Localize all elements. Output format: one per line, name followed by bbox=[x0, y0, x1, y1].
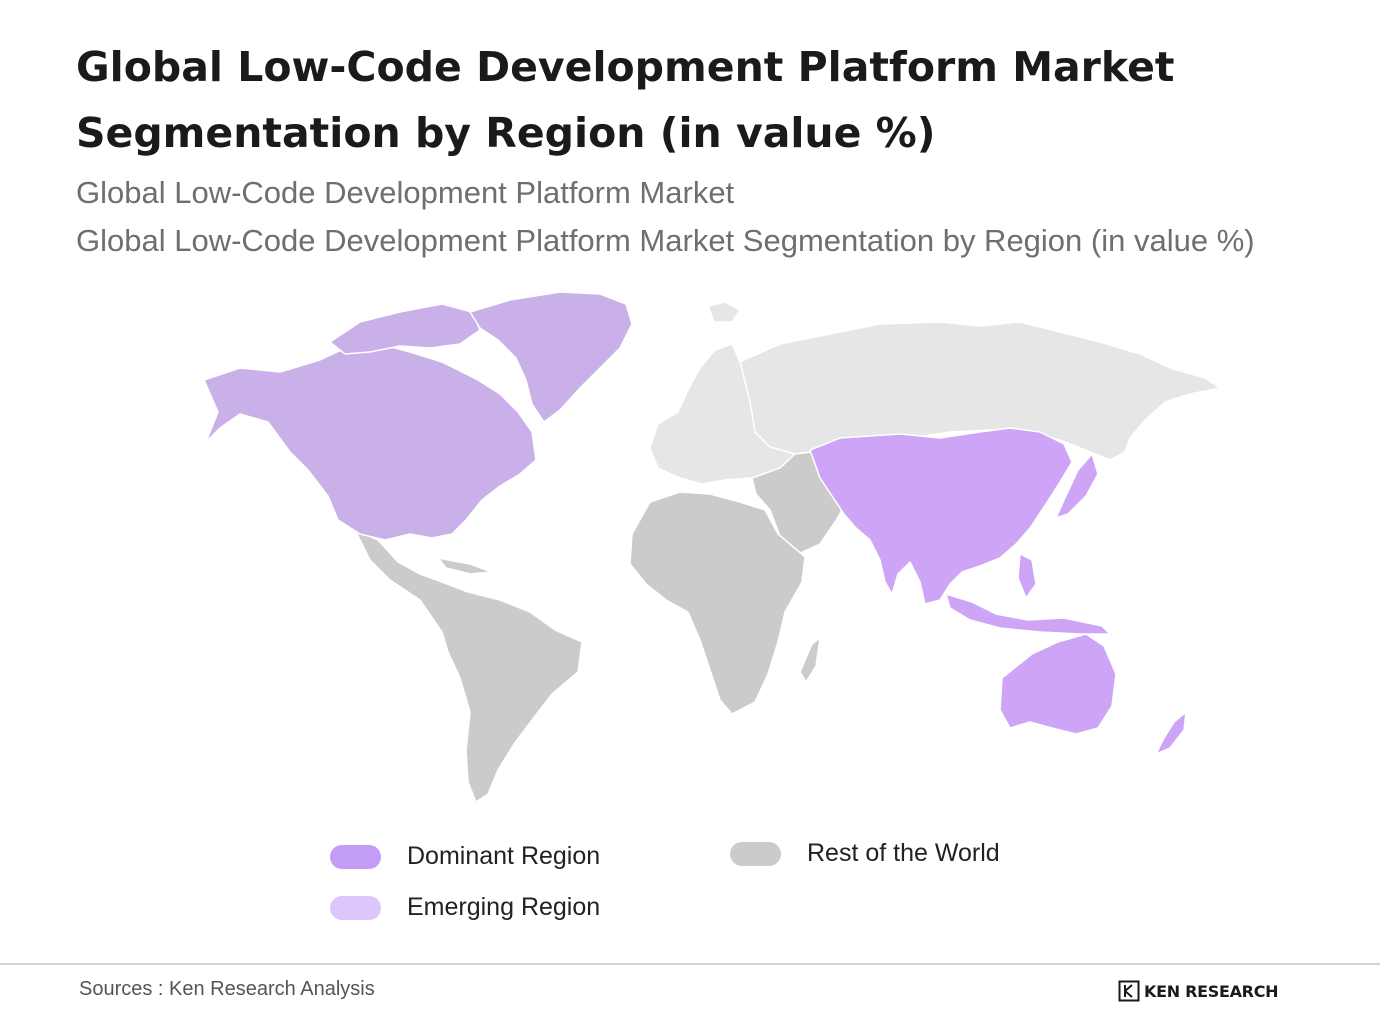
region-africa bbox=[629, 491, 806, 715]
region-australia bbox=[999, 633, 1117, 735]
region-indonesia bbox=[945, 593, 1111, 635]
region-japan bbox=[1055, 453, 1099, 519]
footer-divider bbox=[0, 963, 1380, 965]
ken-research-logo bbox=[1118, 980, 1140, 1002]
region-iceland bbox=[707, 301, 741, 323]
legend-dominant: Dominant Region bbox=[330, 842, 600, 871]
legend-rest-label: Rest of the World bbox=[807, 839, 1000, 867]
brand-name: KEN RESEARCH bbox=[1144, 981, 1279, 1001]
subtitle-market: Global Low-Code Development Platform Mar… bbox=[76, 175, 735, 210]
world-map bbox=[203, 291, 1221, 803]
brand: KEN RESEARCH bbox=[1118, 980, 1279, 1002]
legend-dominant-label: Dominant Region bbox=[407, 842, 601, 870]
region-philippines bbox=[1017, 553, 1037, 599]
legend-rest-swatch bbox=[730, 841, 781, 866]
legend-dominant-swatch bbox=[330, 844, 381, 869]
region-new-zealand bbox=[1155, 711, 1187, 755]
region-arctic-islands bbox=[329, 303, 481, 355]
region-greenland bbox=[469, 291, 633, 423]
region-madagascar bbox=[799, 637, 821, 683]
page-title: Global Low-Code Development Platform Mar… bbox=[76, 43, 1175, 157]
legend-rest: Rest of the World bbox=[730, 839, 1000, 868]
region-europe bbox=[649, 343, 796, 485]
subtitle-segmentation: Global Low-Code Development Platform Mar… bbox=[76, 223, 1255, 258]
region-latin-america bbox=[354, 529, 583, 803]
region-east-south-asia bbox=[809, 427, 1073, 605]
region-north-america bbox=[203, 343, 537, 541]
legend-emerging-swatch bbox=[330, 895, 381, 920]
region-caribbean bbox=[437, 557, 493, 575]
legend-emerging-label: Emerging Region bbox=[407, 893, 601, 921]
source-note: Sources : Ken Research Analysis bbox=[79, 978, 375, 1000]
legend-emerging: Emerging Region bbox=[330, 893, 600, 922]
